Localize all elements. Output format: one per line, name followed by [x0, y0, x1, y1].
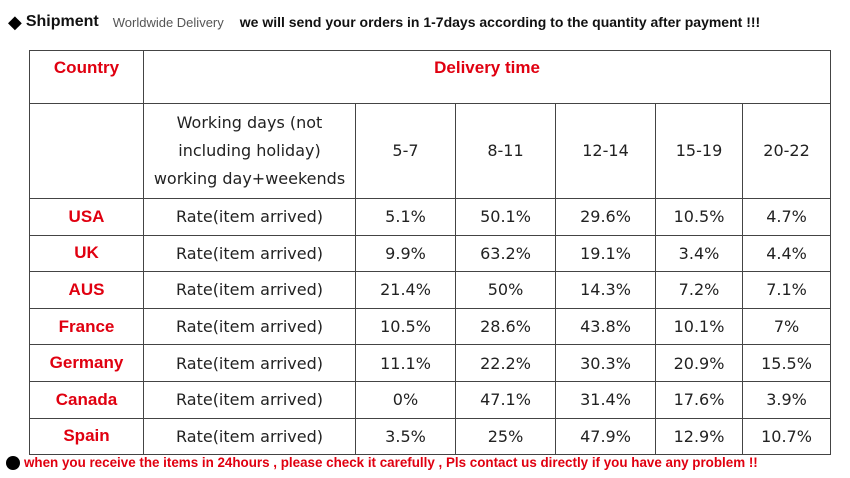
- rate-value: 7.1%: [741, 271, 832, 309]
- empty-cell: [29, 103, 144, 199]
- rate-label: Rate(item arrived): [143, 198, 356, 236]
- rate-label: Rate(item arrived): [143, 234, 356, 273]
- rate-value: 50.1%: [455, 198, 556, 236]
- footer-note: when you receive the items in 24hours , …: [6, 455, 758, 470]
- rate-value: 20.9%: [655, 344, 743, 382]
- rate-value: 5.1%: [355, 198, 456, 236]
- rate-value: 29.6%: [555, 198, 656, 236]
- rate-value: 7%: [741, 307, 832, 346]
- table-row: UK Rate(item arrived) 9.9% 63.2% 19.1% 3.4% 4.…: [29, 234, 832, 273]
- rate-value: 21.4%: [355, 271, 456, 309]
- diamond-icon: ◆: [8, 11, 22, 32]
- shipping-message: we will send your orders in 1-7days acco…: [239, 14, 761, 30]
- range-header: 12-14: [555, 103, 656, 199]
- rate-label: Rate(item arrived): [143, 344, 356, 382]
- rate-value: 31.4%: [555, 380, 656, 419]
- rate-value: 10.7%: [741, 417, 832, 456]
- rate-value: 14.3%: [555, 271, 656, 309]
- table-row: AUS Rate(item arrived) 21.4% 50% 14.3% 7.2% 7.…: [29, 271, 832, 309]
- table-row: USA Rate(item arrived) 5.1% 50.1% 29.6% 10.5%…: [29, 198, 832, 236]
- delivery-table: Country Delivery time Working days (not …: [29, 50, 832, 456]
- footer-message: when you receive the items in 24hours , …: [24, 455, 758, 470]
- rate-label: Rate(item arrived): [143, 380, 356, 419]
- rate-value: 4.4%: [741, 234, 832, 273]
- working-days-label: Working days (not including holiday) wor…: [143, 103, 356, 199]
- rate-value: 12.9%: [655, 417, 743, 456]
- country-cell: UK: [29, 234, 144, 273]
- rate-value: 47.1%: [455, 380, 556, 419]
- country-header: Country: [29, 50, 144, 104]
- rate-value: 4.7%: [741, 198, 832, 236]
- rate-value: 10.5%: [355, 307, 456, 346]
- country-cell: USA: [29, 198, 144, 236]
- rate-value: 0%: [355, 380, 456, 419]
- country-cell: France: [29, 307, 144, 346]
- table-row: France Rate(item arrived) 10.5% 28.6% 43.8% 1…: [29, 307, 832, 346]
- rate-value: 50%: [455, 271, 556, 309]
- country-cell: Canada: [29, 380, 144, 419]
- rate-value: 11.1%: [355, 344, 456, 382]
- rate-value: 28.6%: [455, 307, 556, 346]
- range-header: 8-11: [455, 103, 556, 199]
- rate-value: 19.1%: [555, 234, 656, 273]
- rate-value: 25%: [455, 417, 556, 456]
- country-cell: AUS: [29, 271, 144, 309]
- shipment-header: ◆ Shipment Worldwide Delivery we will se…: [8, 10, 760, 34]
- table-row: Spain Rate(item arrived) 3.5% 25% 47.9% 12.9%…: [29, 417, 832, 456]
- range-header: 15-19: [655, 103, 743, 199]
- rate-value: 47.9%: [555, 417, 656, 456]
- rate-value: 3.9%: [741, 380, 832, 419]
- rate-label: Rate(item arrived): [143, 271, 356, 309]
- rate-value: 9.9%: [355, 234, 456, 273]
- rate-value: 15.5%: [741, 344, 832, 382]
- rate-value: 17.6%: [655, 380, 743, 419]
- range-header: 5-7: [355, 103, 456, 199]
- rate-value: 10.1%: [655, 307, 743, 346]
- table-row: Germany Rate(item arrived) 11.1% 22.2% 30.3%…: [29, 344, 832, 382]
- rate-value: 3.4%: [655, 234, 743, 273]
- rate-value: 43.8%: [555, 307, 656, 346]
- rate-value: 30.3%: [555, 344, 656, 382]
- rate-label: Rate(item arrived): [143, 307, 356, 346]
- rate-value: 3.5%: [355, 417, 456, 456]
- rate-value: 63.2%: [455, 234, 556, 273]
- circle-icon: [6, 455, 20, 470]
- delivery-time-header: Delivery time: [142, 50, 832, 104]
- rate-value: 7.2%: [655, 271, 743, 309]
- title: Shipment: [25, 13, 99, 30]
- range-header: 20-22: [741, 103, 832, 199]
- country-cell: Spain: [29, 417, 144, 456]
- subtitle: Worldwide Delivery: [112, 14, 224, 30]
- country-cell: Germany: [29, 344, 144, 382]
- rate-value: 22.2%: [455, 344, 556, 382]
- table-row: Canada Rate(item arrived) 0% 47.1% 31.4% 17.6…: [29, 380, 832, 419]
- rate-value: 10.5%: [655, 198, 743, 236]
- rate-label: Rate(item arrived): [143, 417, 356, 456]
